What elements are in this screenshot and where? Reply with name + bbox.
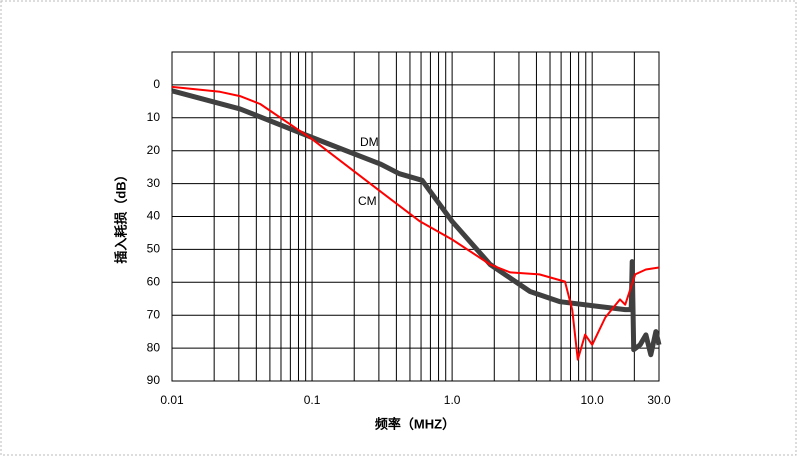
y-tick-label: 90 bbox=[147, 373, 161, 387]
y-tick-label: 0 bbox=[153, 77, 160, 91]
y-axis-title: 插入耗损（dB） bbox=[113, 168, 128, 263]
y-tick-label: 20 bbox=[147, 143, 161, 157]
y-tick-label: 40 bbox=[147, 209, 161, 223]
y-tick-label: 80 bbox=[147, 340, 161, 354]
series-label: DM bbox=[360, 135, 379, 149]
y-tick-label: 60 bbox=[147, 274, 161, 288]
y-tick-label: 30 bbox=[147, 176, 161, 190]
x-tick-label: 30.0 bbox=[647, 393, 671, 407]
y-tick-label: 10 bbox=[147, 110, 161, 124]
plot-border bbox=[171, 51, 660, 382]
x-tick-label: 10.0 bbox=[580, 393, 604, 407]
y-tick-label: 70 bbox=[147, 307, 161, 321]
x-tick-label: 0.01 bbox=[160, 393, 184, 407]
series-line bbox=[171, 88, 662, 358]
y-tick-label: 50 bbox=[147, 242, 161, 256]
x-tick-label: 1.0 bbox=[444, 393, 461, 407]
x-axis-title: 频率（MHZ） bbox=[375, 416, 455, 431]
x-tick-label: 0.1 bbox=[304, 393, 321, 407]
series-line bbox=[171, 85, 660, 361]
series-label: CM bbox=[358, 194, 377, 208]
